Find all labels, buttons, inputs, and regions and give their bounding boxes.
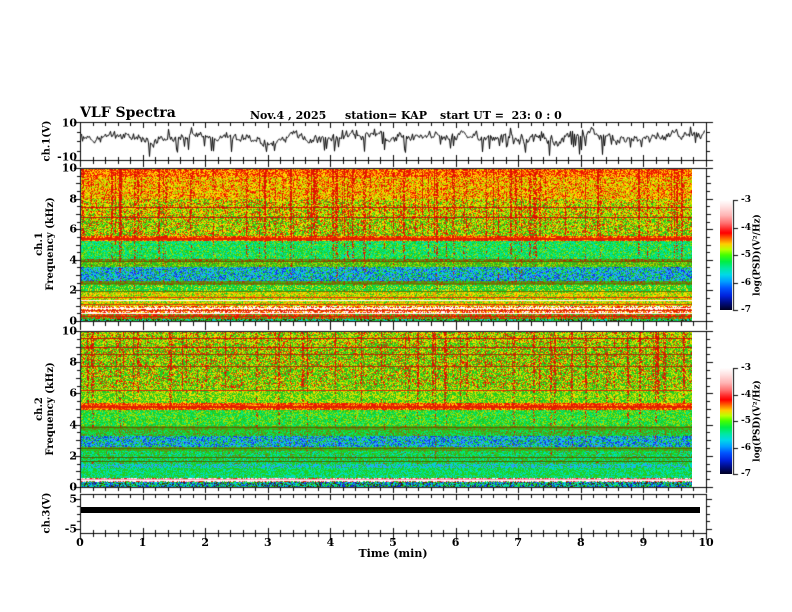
header-station: station= KAP [345, 109, 427, 122]
spec2-tick-label: 2 [69, 449, 77, 463]
time-tick-label: 8 [576, 536, 585, 549]
colorbar2-tick-label: -6 [741, 442, 751, 453]
ch1-waveform-canvas [81, 123, 705, 159]
colorbar1-tick-label: -7 [741, 305, 751, 315]
spec2-tick-label: 4 [69, 418, 77, 432]
colorbar2-tick-label: -7 [741, 469, 751, 479]
header-date: Nov.4 , 2025 [250, 109, 327, 122]
time-tick-label: 10 [698, 536, 714, 549]
figure-title: VLF Spectra [80, 105, 176, 121]
colorbar1-tick-label: -6 [741, 277, 751, 288]
spec2-tick-label: 10 [61, 324, 77, 338]
spec1-tick-label: 6 [69, 222, 77, 236]
colorbar2-tick-label: -5 [741, 416, 751, 426]
spec1-tick-label: 4 [69, 253, 77, 267]
header-start-ut: start UT = 23: 0 : 0 [440, 109, 562, 122]
spec2-tick-label: 0 [69, 480, 77, 494]
spec1-tick-label: 10 [61, 161, 77, 175]
spec1-tick-label: 0 [69, 314, 77, 328]
time-tick-label: 2 [201, 536, 210, 549]
colorbar1-tick-label: -3 [741, 195, 751, 205]
time-tick-label: 0 [76, 536, 84, 549]
colorbar1-gradient [720, 200, 732, 310]
colorbar1-tick-label: -4 [741, 222, 751, 233]
colorbar2-tick-label: -4 [741, 389, 751, 400]
time-tick-label: 3 [263, 536, 272, 549]
time-tick-label: 7 [514, 536, 523, 549]
ch2-spectrogram-canvas [81, 332, 692, 487]
time-axis-title: Time (min) [358, 547, 428, 560]
ch1v-tick-label: -10 [57, 150, 77, 164]
time-tick-label: 1 [138, 536, 147, 549]
ch3v-tick-label: -5 [64, 522, 77, 535]
time-tick-label: 9 [639, 536, 648, 549]
time-tick-label: 4 [326, 536, 335, 549]
colorbar2-tick-label: -3 [741, 363, 751, 373]
colorbar1-tick-label: -5 [741, 250, 751, 260]
colorbar2-gradient [720, 368, 732, 474]
spec2-tick-label: 8 [69, 355, 77, 369]
time-tick-label: 5 [389, 536, 397, 549]
spec1-tick-label: 2 [69, 283, 77, 297]
time-tick-label: 6 [451, 536, 460, 549]
ch3-signal-bar [81, 507, 700, 513]
ch1v-tick-label: 10 [61, 116, 77, 130]
spec1-tick-label: 8 [69, 192, 77, 206]
ch1-spectrogram-canvas [81, 169, 692, 321]
ch3v-tick-label: 5 [69, 492, 77, 505]
spec2-tick-label: 6 [69, 386, 77, 400]
